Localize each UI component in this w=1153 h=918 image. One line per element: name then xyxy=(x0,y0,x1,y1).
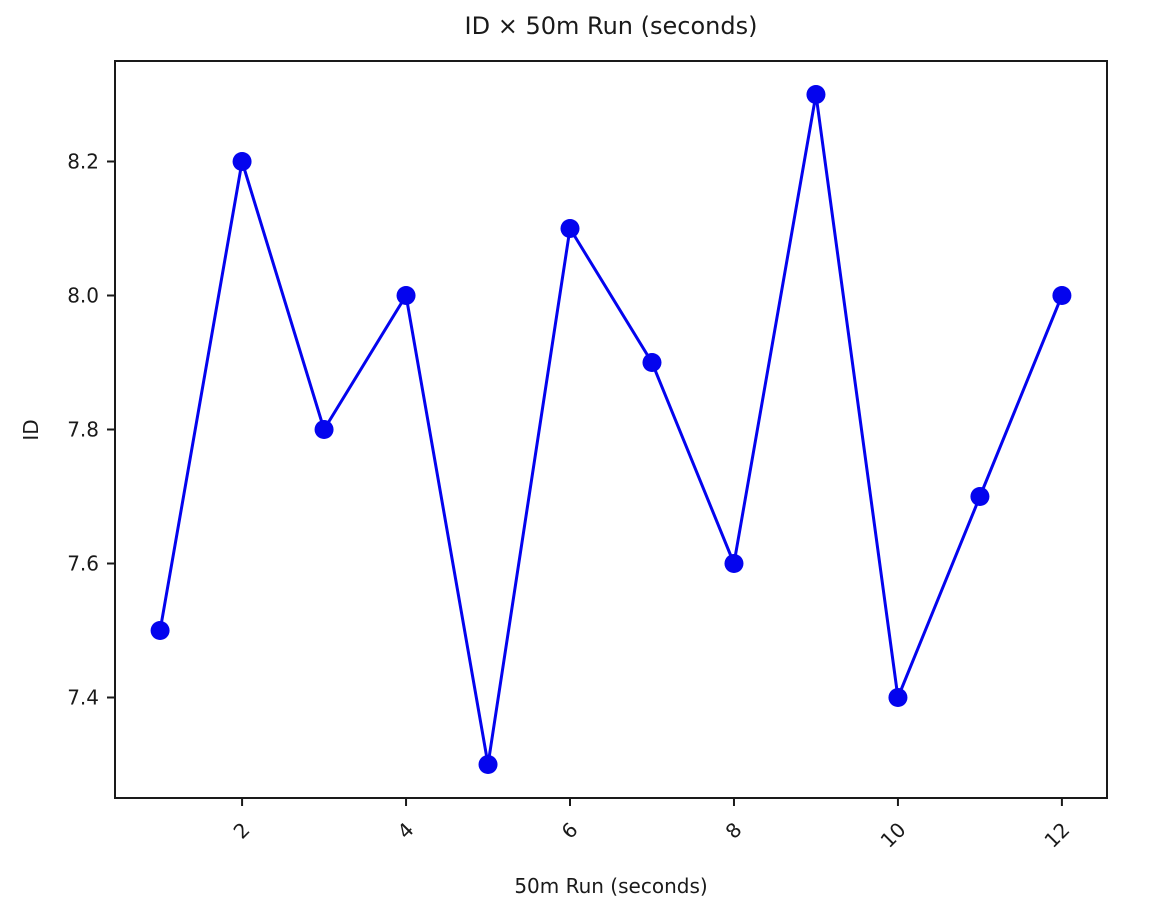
data-point-marker xyxy=(560,219,580,238)
data-point-marker xyxy=(150,621,170,640)
y-axis-label: ID xyxy=(19,419,43,441)
data-point-marker xyxy=(478,755,498,774)
data-point-marker xyxy=(642,353,662,372)
x-tick-label: 10 xyxy=(876,818,911,853)
y-tick-label: 7.4 xyxy=(67,686,99,710)
x-tick-label: 8 xyxy=(721,818,747,844)
data-point-marker xyxy=(888,688,908,707)
y-tick-label: 7.8 xyxy=(67,418,99,442)
x-tick-label: 12 xyxy=(1039,818,1074,853)
y-tick-label: 8.0 xyxy=(67,284,99,308)
data-point-marker xyxy=(314,420,334,439)
data-point-marker xyxy=(724,554,744,573)
data-point-marker xyxy=(970,487,990,506)
y-tick-label: 8.2 xyxy=(67,150,99,174)
plot-border xyxy=(114,60,1108,799)
x-tick-label: 2 xyxy=(229,818,255,844)
x-axis-label: 50m Run (seconds) xyxy=(514,874,708,898)
data-point-marker xyxy=(396,286,416,305)
data-point-marker xyxy=(232,152,252,171)
x-tick-label: 4 xyxy=(393,818,419,844)
data-line xyxy=(158,93,1064,766)
data-point-marker xyxy=(1052,286,1072,305)
y-tick-label: 7.6 xyxy=(67,552,99,576)
x-tick-label: 6 xyxy=(557,818,583,844)
data-point-marker xyxy=(806,85,826,104)
chart-title: ID × 50m Run (seconds) xyxy=(464,12,758,40)
